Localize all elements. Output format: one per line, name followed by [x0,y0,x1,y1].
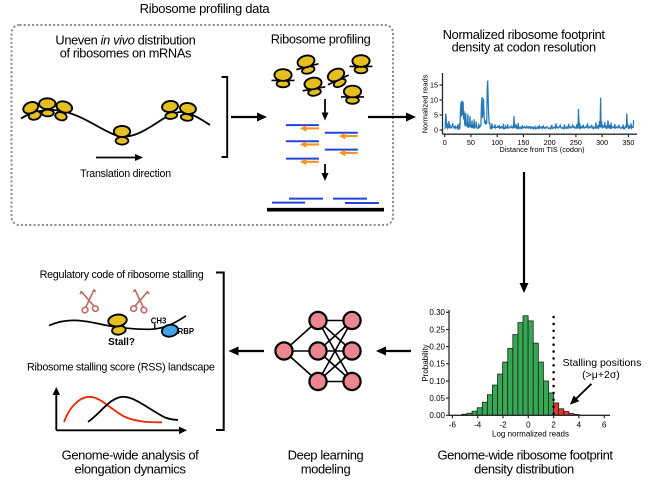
svg-text:15: 15 [430,81,438,90]
svg-text:-6: -6 [449,421,457,430]
svg-text:6: 6 [602,421,607,430]
svg-text:250: 250 [570,138,582,147]
svg-text:density at codon resolution: density at codon resolution [452,39,596,54]
svg-text:modeling: modeling [301,462,351,477]
svg-text:0.15: 0.15 [429,360,445,369]
svg-text:150: 150 [517,138,529,147]
svg-text:-2: -2 [499,421,507,430]
svg-text:Ribosome profiling: Ribosome profiling [271,32,371,47]
svg-text:2: 2 [551,421,556,430]
svg-text:-4: -4 [474,421,482,430]
svg-text:0.30: 0.30 [429,308,445,317]
svg-text:elongation dynamics: elongation dynamics [75,462,187,477]
svg-text:0.10: 0.10 [429,377,445,386]
svg-text:RBP: RBP [178,327,194,336]
svg-text:Distance from TIS (codon): Distance from TIS (codon) [499,145,584,154]
svg-text:0.25: 0.25 [429,325,445,334]
svg-text:Translation direction: Translation direction [80,168,171,180]
svg-text:Deep learning: Deep learning [288,448,364,463]
svg-text:5: 5 [434,111,438,120]
svg-text:of ribosomes on mRNAs: of ribosomes on mRNAs [60,46,191,61]
svg-text:0: 0 [434,126,438,135]
svg-text:Log normalized reads: Log normalized reads [492,430,569,439]
svg-text:350: 350 [622,138,634,147]
svg-text:Genome-wide analysis of: Genome-wide analysis of [62,448,200,463]
svg-text:100: 100 [491,138,503,147]
svg-text:Stalling positions: Stalling positions [563,357,642,369]
svg-text:0: 0 [526,421,531,430]
svg-text:Ribosome profiling data: Ribosome profiling data [140,1,271,16]
svg-text:10: 10 [430,96,438,105]
svg-text:0.05: 0.05 [429,394,445,403]
svg-text:CH3: CH3 [151,317,167,326]
svg-text:Ribosome stalling score (RSS): Ribosome stalling score (RSS) landscape [27,362,215,374]
svg-text:50: 50 [467,138,475,147]
svg-text:0.20: 0.20 [429,342,445,351]
svg-text:(>μ+2σ): (>μ+2σ) [582,369,620,381]
svg-text:Probability: Probability [421,344,430,381]
svg-text:Genome-wide ribosome footprint: Genome-wide ribosome footprint [437,448,613,463]
svg-text:density distribution: density distribution [474,462,574,477]
svg-text:200: 200 [544,138,556,147]
svg-text:Stall?: Stall? [108,337,135,348]
svg-text:Normalized ribosome footprint: Normalized ribosome footprint [443,27,606,42]
svg-text:4: 4 [577,421,582,430]
svg-text:0: 0 [443,138,447,147]
svg-text:Regulatory code of ribosome st: Regulatory code of ribosome stalling [40,269,204,281]
svg-text:300: 300 [596,138,608,147]
svg-text:0.00: 0.00 [429,411,445,420]
svg-text:Normalized reads: Normalized reads [421,74,430,133]
svg-text:Uneven in vivo distribution: Uneven in vivo distribution [55,32,195,47]
